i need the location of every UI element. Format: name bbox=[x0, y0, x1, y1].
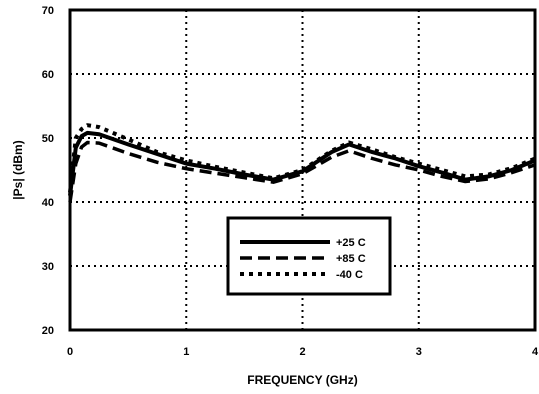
legend-box bbox=[226, 216, 392, 296]
series-line-2 bbox=[68, 123, 536, 193]
y-tick-label: 50 bbox=[42, 133, 54, 145]
x-tick-label: 3 bbox=[416, 346, 422, 358]
legend: +25 C +85 C -40 C bbox=[226, 216, 392, 296]
x-axis-title: FREQUENCY (GHz) bbox=[247, 373, 357, 387]
x-tick-label: 0 bbox=[67, 346, 73, 358]
legend-label-0: +25 C bbox=[336, 237, 366, 249]
series-lines bbox=[68, 123, 536, 203]
y-tick-label: 30 bbox=[42, 261, 54, 273]
x-tick-label: 2 bbox=[299, 346, 305, 358]
y-tick-label: 60 bbox=[42, 69, 54, 81]
x-tick-label: 4 bbox=[532, 346, 539, 358]
y-tick-label: 70 bbox=[42, 5, 54, 17]
tick-labels: 0 1 2 3 4 70 60 50 40 30 20 bbox=[42, 5, 539, 358]
y-axis-title: |Ps| (dBm) bbox=[11, 140, 25, 199]
x-tick-label: 1 bbox=[183, 346, 189, 358]
y-tick-label: 40 bbox=[42, 197, 54, 209]
y-tick-label: 20 bbox=[42, 325, 54, 337]
plot-frame bbox=[68, 8, 537, 332]
legend-label-2: -40 C bbox=[336, 269, 363, 281]
legend-label-1: +85 C bbox=[336, 253, 366, 265]
